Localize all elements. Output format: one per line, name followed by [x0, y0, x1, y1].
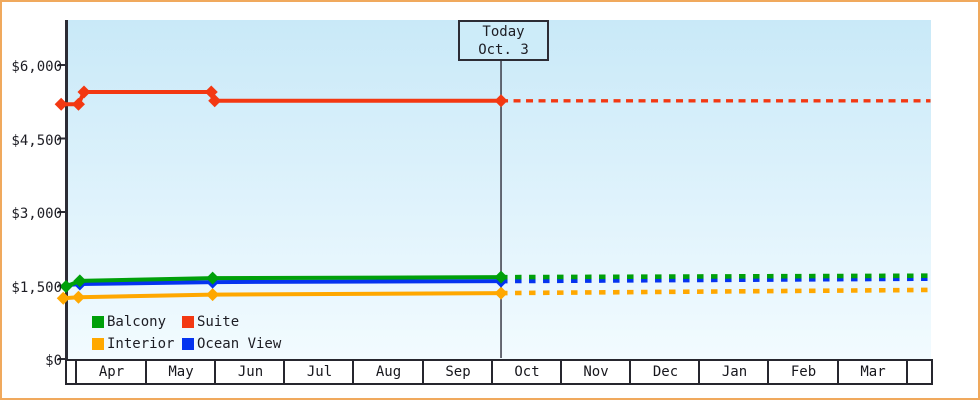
y-axis-line [65, 20, 68, 383]
y-tick-label-6000: $6,000 [11, 59, 62, 75]
data-point-interior [71, 290, 85, 304]
data-point-balcony [59, 279, 73, 293]
data-point-balcony [206, 271, 220, 285]
interior-swatch-icon [92, 338, 104, 350]
month-cell-dec: Dec [629, 361, 700, 383]
series-layer [54, 59, 931, 358]
suite-swatch-icon [182, 316, 194, 328]
month-cell-apr: Apr [75, 361, 146, 383]
month-cell-nov: Nov [559, 361, 631, 383]
month-cell-jun: Jun [214, 361, 285, 383]
data-point-suite [54, 97, 68, 111]
series-projection-interior [501, 287, 931, 296]
month-cell-feb: Feb [767, 361, 838, 383]
month-cell-jul: Jul [283, 361, 354, 383]
series-line-balcony [65, 275, 502, 289]
balcony-swatch-icon [92, 316, 104, 328]
y-tick-label-1500: $1,500 [11, 280, 62, 296]
month-cell-jan: Jan [698, 361, 769, 383]
ocean-view-swatch-icon [182, 338, 194, 350]
y-tick-label-3000: $3,000 [11, 206, 62, 222]
month-cell-sep: Sep [421, 361, 493, 383]
y-tick-label-4500: $4,500 [11, 133, 62, 149]
data-point-suite [77, 85, 91, 99]
plot-area [66, 20, 931, 359]
data-point-balcony [73, 274, 87, 288]
month-cell-mar: Mar [836, 361, 908, 383]
series-line-interior [63, 291, 502, 301]
data-point-interior [494, 286, 508, 300]
month-cell-aug: Aug [352, 361, 423, 383]
data-point-suite [494, 94, 508, 108]
legend-label-balcony: Balcony [107, 314, 167, 330]
legend-label-suite: Suite [197, 314, 240, 330]
data-point-balcony [494, 270, 508, 284]
month-cell-empty [905, 361, 934, 383]
series-projection-balcony [501, 273, 931, 280]
data-point-interior [206, 288, 220, 302]
legend-label-ocean-view: Ocean View [197, 336, 282, 352]
legend-label-interior: Interior [107, 336, 175, 352]
today-flag-line1: Today [482, 24, 525, 40]
data-point-interior [56, 291, 70, 305]
data-point-suite [71, 97, 85, 111]
today-flag: Today Oct. 3 [458, 20, 549, 61]
today-flag-line2: Oct. 3 [478, 42, 529, 58]
x-axis-month-row: Apr May Jun Jul Aug Sep Oct Nov Dec Jan … [65, 359, 933, 385]
month-cell-oct: Oct [490, 361, 562, 383]
series-projection-ocean-view [501, 276, 931, 284]
month-cell-may: May [144, 361, 216, 383]
y-tick-label-0: $0 [45, 353, 62, 369]
data-point-suite [208, 94, 222, 108]
